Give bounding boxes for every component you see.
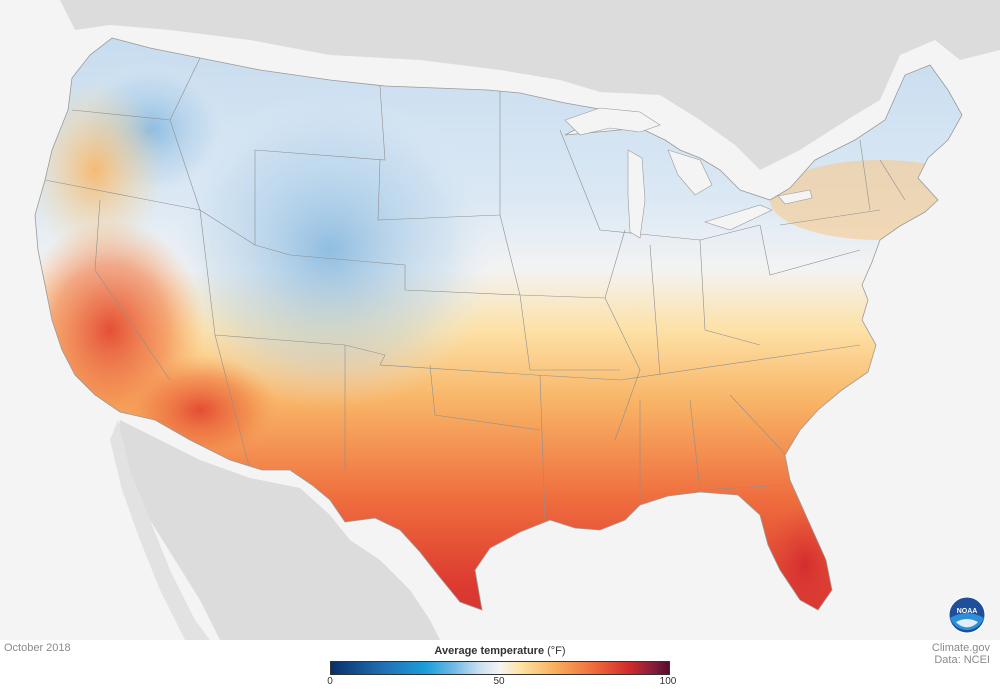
great-lakes [564, 107, 813, 239]
legend-unit: (°F) [547, 645, 566, 657]
noaa-logo-icon[interactable]: NOAA [948, 596, 986, 634]
lake-michigan [627, 149, 646, 239]
noaa-logo-text: NOAA [957, 608, 978, 615]
lake-erie [704, 204, 773, 231]
temperature-legend: Average temperature (°F) 0 50 100 [327, 645, 676, 689]
baja-peninsula [110, 420, 210, 640]
legend-tick-max: 100 [659, 676, 677, 687]
state-borders [44, 57, 906, 521]
lake-ontario [777, 189, 813, 205]
credit-data-source: Data: NCEI [934, 654, 990, 666]
map-svg [34, 0, 1000, 640]
legend-color-bar [330, 661, 670, 675]
legend-title-row: Average temperature (°F) [330, 645, 670, 657]
noaa-logo-svg: NOAA [948, 596, 986, 634]
credit-site-link[interactable]: Climate.gov [931, 642, 990, 654]
mexico-landmass [115, 420, 440, 640]
canada-landmass [60, 0, 1000, 170]
legend-tick-min: 0 [327, 676, 333, 687]
legend-title: Average temperature [434, 645, 545, 657]
legend-tick-mid: 50 [493, 676, 505, 687]
temperature-map [0, 0, 1000, 640]
lake-superior [564, 107, 661, 136]
date-label: October 2018 [4, 642, 71, 654]
neighbor-land [60, 0, 1000, 640]
lake-huron [667, 149, 713, 196]
